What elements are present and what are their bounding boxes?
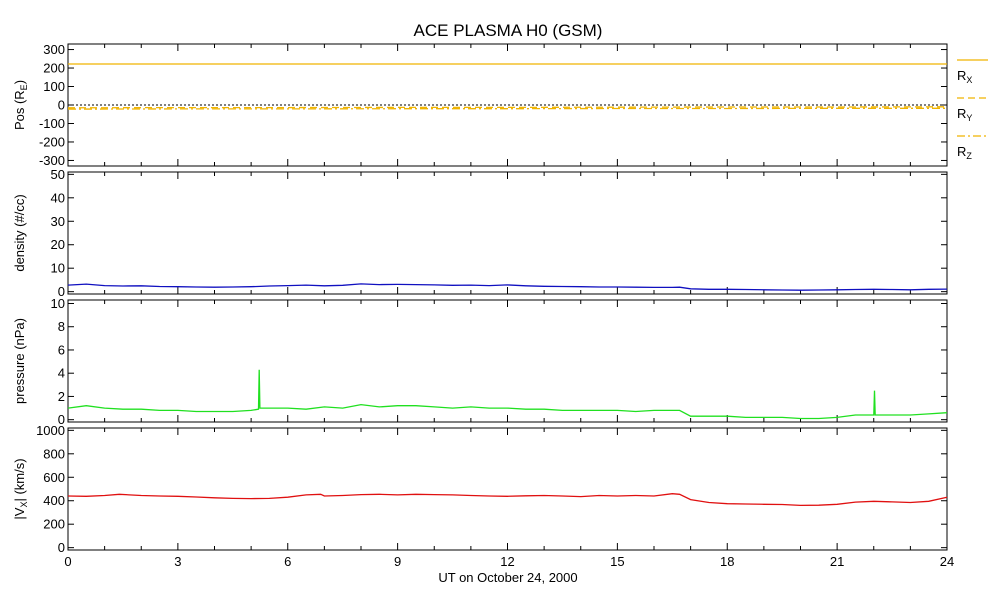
y-tick-label: 30 <box>51 214 65 229</box>
y-axis-label: Pos (RE) <box>12 80 29 130</box>
y-tick-label: 100 <box>43 79 65 94</box>
y-tick-label: 10 <box>51 296 65 311</box>
x-tick-label: 0 <box>64 554 71 569</box>
x-tick-label: 6 <box>284 554 291 569</box>
legend-label-3: RZ <box>957 144 972 161</box>
y-tick-label: 6 <box>58 342 65 357</box>
y-axis-label: density (#/cc) <box>12 194 27 271</box>
series-line-1 <box>67 369 948 420</box>
x-axis-label: UT on October 24, 2000 <box>438 570 577 585</box>
y-tick-label: 0 <box>58 98 65 113</box>
panel-1: 300 200 100 0 -100 -200 -300 Pos (RE) RX RY RZ <box>12 42 988 168</box>
panel-4: 1000 800 600 400 200 00 3 6 9 12 15 18 21 24 |VX| (km/… <box>12 423 954 569</box>
x-tick-label: 3 <box>174 554 181 569</box>
legend-label-1: RX <box>957 68 972 85</box>
panel-3: 10 8 6 4 2 0 pressure (nPa) <box>12 296 948 427</box>
y-tick-label: -100 <box>39 116 65 131</box>
y-tick-label: 20 <box>51 237 65 252</box>
x-tick-label: 9 <box>394 554 401 569</box>
y-tick-label: 400 <box>43 493 65 508</box>
y-tick-label: 50 <box>51 167 65 182</box>
series-line-3 <box>67 107 947 110</box>
series-line-1 <box>67 493 948 507</box>
x-tick-label: 24 <box>940 554 954 569</box>
y-axis-label: |VX| (km/s) <box>12 458 29 519</box>
y-tick-label: 2 <box>58 389 65 404</box>
figure-title: ACE PLASMA H0 (GSM) <box>414 21 603 40</box>
y-tick-label: 10 <box>51 261 65 276</box>
x-tick-label: 21 <box>830 554 844 569</box>
series-line-1 <box>67 283 948 291</box>
y-tick-label: 40 <box>51 190 65 205</box>
y-tick-label: -200 <box>39 134 65 149</box>
y-tick-label: 4 <box>58 366 65 381</box>
y-tick-label: -300 <box>39 153 65 168</box>
y-axis-label: pressure (nPa) <box>12 318 27 404</box>
x-tick-label: 12 <box>500 554 514 569</box>
y-tick-label: 200 <box>43 517 65 532</box>
x-tick-label: 15 <box>610 554 624 569</box>
y-tick-label: 0 <box>58 284 65 299</box>
y-tick-label: 600 <box>43 470 65 485</box>
y-tick-label: 300 <box>43 42 65 57</box>
x-tick-label: 18 <box>720 554 734 569</box>
panel-2: 50 40 30 20 10 0 density (#/cc) <box>12 167 948 299</box>
y-tick-label: 1000 <box>36 423 65 438</box>
series-line-2 <box>67 106 948 109</box>
y-tick-label: 800 <box>43 446 65 461</box>
y-tick-label: 8 <box>58 319 65 334</box>
y-tick-label: 0 <box>58 412 65 427</box>
y-tick-label: 0 <box>58 540 65 555</box>
legend-label-2: RY <box>957 106 972 123</box>
y-tick-label: 200 <box>43 61 65 76</box>
